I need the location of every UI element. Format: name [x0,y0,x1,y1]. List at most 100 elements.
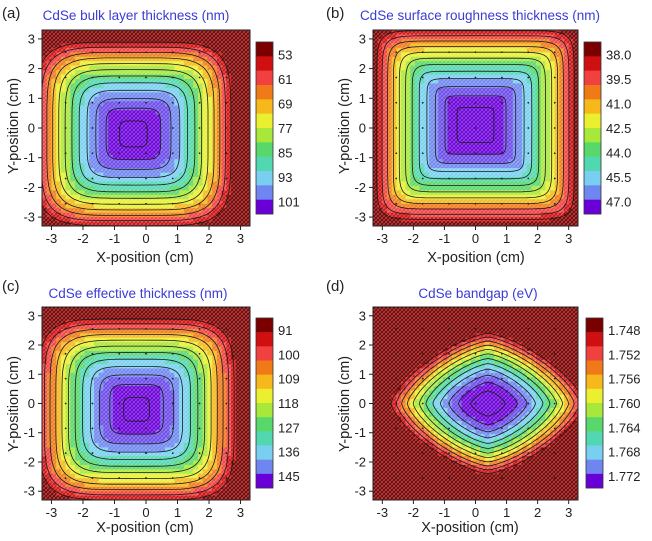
colorbar-label: 44.0 [606,146,631,161]
panel-a-title: CdSe bulk layer thickness (nm) [43,8,230,23]
measurement-point [395,127,398,129]
contour-line [58,63,209,205]
measurement-point [145,152,147,155]
measurement-point [448,101,450,104]
y-tick-label: -2 [354,180,366,195]
x-tick-label: 1 [174,231,181,246]
measurement-point [64,152,67,155]
contour-line [64,69,203,199]
measurement-point [501,51,503,54]
measurement-point [198,127,201,129]
colorbar-label: 93 [278,170,292,185]
measurement-point [171,152,174,155]
contour-line [95,98,172,170]
measurement-point [118,177,121,180]
measurement-point [118,101,121,104]
contour-line [42,46,226,222]
heatmap-field [42,30,250,226]
colorbar-label: 47.0 [606,195,631,210]
x-tick-label: 3 [565,231,572,246]
panel-a-ylabel: Y-position (cm) [6,78,22,174]
measurement-point [448,127,450,129]
measurement-point [474,76,477,79]
panel-c-letter: (c) [2,278,20,295]
panel-c: (c) CdSe effective thickness (nm) -3 -2 -1… [2,278,300,536]
measurement-point [225,202,228,205]
measurement-point [553,51,556,54]
x-tick-label: 1 [503,231,510,246]
colorbar-step [584,128,601,143]
measurement-point [118,76,121,79]
colorbar-label: 77 [278,121,292,136]
measurement-point [448,202,450,205]
x-tick-label: -3 [46,231,58,246]
contour-line [46,51,221,216]
heatmap-field [373,30,578,226]
measurement-point [198,76,201,79]
contour-line [105,107,162,161]
measurement-point [171,101,174,104]
contour-line [398,51,553,199]
colorbar-step [256,171,273,186]
measurement-point [527,152,530,155]
measurement-point [474,51,477,54]
measurement-point [145,127,147,129]
contour-line [86,89,181,178]
measurement-point [421,152,424,155]
measurement-point [421,202,424,205]
x-tick-label: 2 [534,231,541,246]
contour-line [71,75,196,193]
measurement-point [225,177,228,180]
measurement-point [421,51,424,54]
colorbar-label: 38.0 [606,47,631,62]
x-tick-label: 0 [472,231,479,246]
measurement-point [225,152,228,155]
measurement-point [553,152,556,155]
measurement-point [91,202,94,205]
measurement-point [474,177,477,180]
measurement-point [553,177,556,180]
panel-b-ylabel: Y-position (cm) [337,78,353,174]
y-tick-label: -3 [354,210,366,225]
measurement-point [501,76,503,79]
measurement-point [553,76,556,79]
colorbar-label: 101 [278,195,300,210]
y-tick-label: 0 [359,121,366,136]
measurement-point [395,202,398,205]
y-tick-label: -1 [23,150,35,165]
colorbar-step [256,56,273,71]
x-tick-label: -1 [439,231,451,246]
colorbar-step [584,199,601,215]
x-tick-label: -1 [109,231,121,246]
measurement-point [171,51,174,54]
y-tick-label: 3 [359,31,366,46]
colorbar-step [584,171,601,186]
heatmap-field [42,307,250,500]
measurement-point [118,51,121,54]
colorbar-step [256,113,273,129]
panel-b-title: CdSe surface roughness thickness (nm) [360,8,600,23]
measurement-point [448,76,450,79]
contour-line [456,107,495,143]
measurement-point [527,76,530,79]
measurement-point [171,177,174,180]
measurement-point [474,202,477,205]
colorbar-step [256,185,273,200]
colorbar-frame [583,41,602,215]
panel-b: (b) CdSe surface roughness thickness (nm… [326,5,631,266]
x-tick-label: -2 [77,231,89,246]
measurement-point [225,101,228,104]
measurement-point [225,127,228,129]
colorbar-frame [255,41,274,215]
y-tick-label: 0 [28,121,35,136]
measurement-point [118,202,121,205]
measurement-point [91,152,94,155]
measurement-point [171,127,174,129]
y-tick-label: -3 [23,210,35,225]
colorbar-label: 69 [278,96,292,111]
measurement-point [198,202,201,205]
contour-line [434,86,517,164]
contour-line [381,35,570,215]
measurement-point [527,101,530,104]
